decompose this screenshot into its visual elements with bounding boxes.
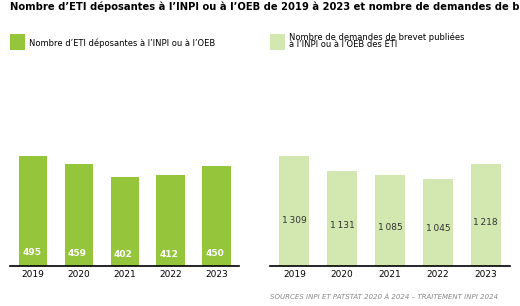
- Bar: [19, 156, 47, 266]
- Text: 1 045: 1 045: [425, 224, 450, 233]
- Bar: [375, 175, 405, 266]
- Text: SOURCES INPI ET PATSTAT 2020 À 2024 – TRAITEMENT INPI 2024: SOURCES INPI ET PATSTAT 2020 À 2024 – TR…: [270, 293, 499, 300]
- Bar: [327, 171, 357, 266]
- Text: Nombre de demandes de brevet publiées: Nombre de demandes de brevet publiées: [289, 32, 464, 42]
- Text: 1 131: 1 131: [330, 221, 355, 230]
- Text: 495: 495: [22, 248, 41, 257]
- Bar: [423, 179, 453, 266]
- Text: 402: 402: [114, 250, 133, 259]
- Text: 1 218: 1 218: [473, 218, 498, 227]
- Text: à l’INPI ou à l’OEB des ETI: à l’INPI ou à l’OEB des ETI: [289, 40, 397, 49]
- Text: Nombre d’ETI déposantes à l’INPI ou à l’OEB: Nombre d’ETI déposantes à l’INPI ou à l’…: [29, 38, 215, 48]
- Bar: [202, 166, 230, 266]
- Text: 1 309: 1 309: [282, 215, 307, 225]
- Text: 459: 459: [68, 249, 87, 258]
- Text: 450: 450: [205, 249, 224, 258]
- Text: 1 085: 1 085: [378, 223, 402, 232]
- Bar: [111, 177, 139, 266]
- Bar: [471, 164, 501, 266]
- Text: 412: 412: [160, 250, 178, 259]
- Bar: [157, 175, 185, 266]
- Bar: [279, 156, 309, 266]
- Text: Nombre d’ETI déposantes à l’INPI ou à l’OEB de 2019 à 2023 et nombre de demandes: Nombre d’ETI déposantes à l’INPI ou à l’…: [10, 2, 520, 12]
- Bar: [65, 164, 93, 266]
